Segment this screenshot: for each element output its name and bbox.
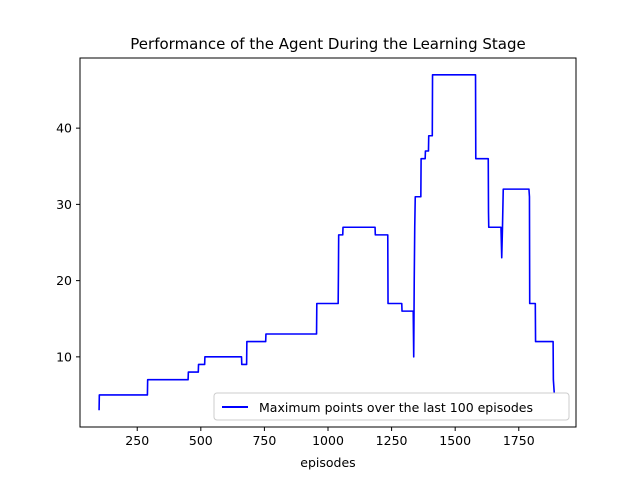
y-tick-label: 10 <box>56 349 72 364</box>
y-tick-label: 40 <box>56 121 72 136</box>
y-axis-ticks: 10 20 30 40 <box>56 121 80 364</box>
legend: Maximum points over the last 100 episode… <box>213 392 570 421</box>
series-line-0 <box>98 73 556 411</box>
x-tick-label: 250 <box>125 433 149 448</box>
legend-label: Maximum points over the last 100 episode… <box>259 400 533 415</box>
x-tick-label: 1750 <box>503 433 535 448</box>
series-layer <box>98 73 556 411</box>
plot-background <box>80 58 576 427</box>
x-tick-label: 1250 <box>376 433 408 448</box>
x-axis-label: episodes <box>300 455 355 470</box>
x-tick-label: 1500 <box>439 433 471 448</box>
x-axis-ticks: 250 500 750 1000 1250 1500 1750 <box>125 427 535 448</box>
x-tick-label: 500 <box>189 433 213 448</box>
chart-title: Performance of the Agent During the Lear… <box>130 35 525 53</box>
y-tick-label: 30 <box>56 197 72 212</box>
legend-box <box>213 392 570 421</box>
x-tick-label: 1000 <box>312 433 344 448</box>
y-tick-label: 20 <box>56 273 72 288</box>
x-tick-label: 750 <box>252 433 276 448</box>
